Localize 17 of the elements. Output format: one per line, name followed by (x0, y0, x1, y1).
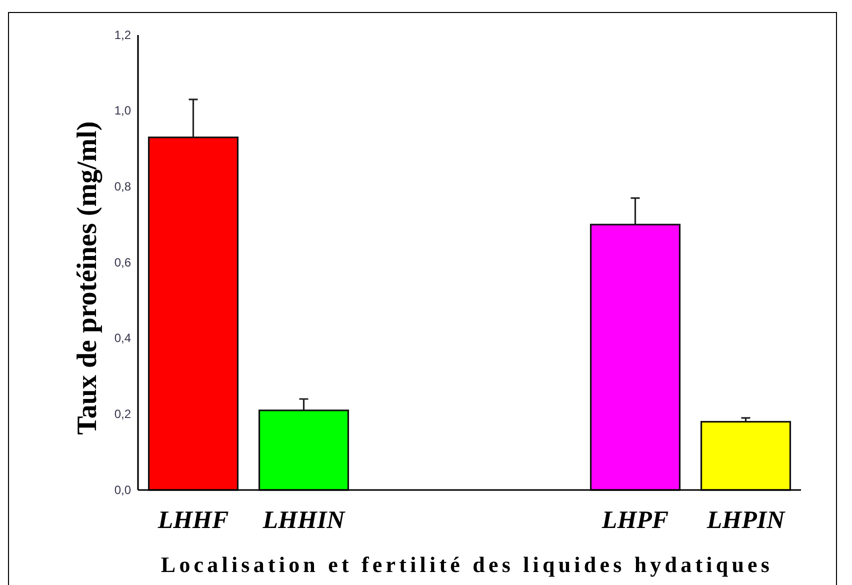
bar (590, 224, 681, 491)
y-tick-label: 0,6 (114, 255, 132, 270)
x-tick-label: LHHF (156, 506, 229, 534)
bar (258, 410, 350, 491)
y-tick-label: 1,0 (114, 104, 132, 118)
bar (700, 420, 792, 491)
y-tick-label: 1,2 (114, 28, 132, 42)
y-tick-label: 0,4 (114, 331, 132, 346)
x-tick-label: LHPF (600, 506, 669, 534)
x-tick-label: LHPIN (706, 506, 786, 534)
x-tick-label: LHHIN (262, 506, 346, 534)
y-tick-label: 0,2 (114, 407, 132, 422)
bar (148, 136, 239, 491)
y-tick-label: 0,8 (114, 180, 132, 194)
y-tick-label: 0,0 (114, 482, 132, 497)
x-axis-title: Localisation et fertilité des liquides hydatiques (160, 552, 774, 577)
y-axis-title: Taux de protéines (mg/ml) (72, 121, 103, 435)
